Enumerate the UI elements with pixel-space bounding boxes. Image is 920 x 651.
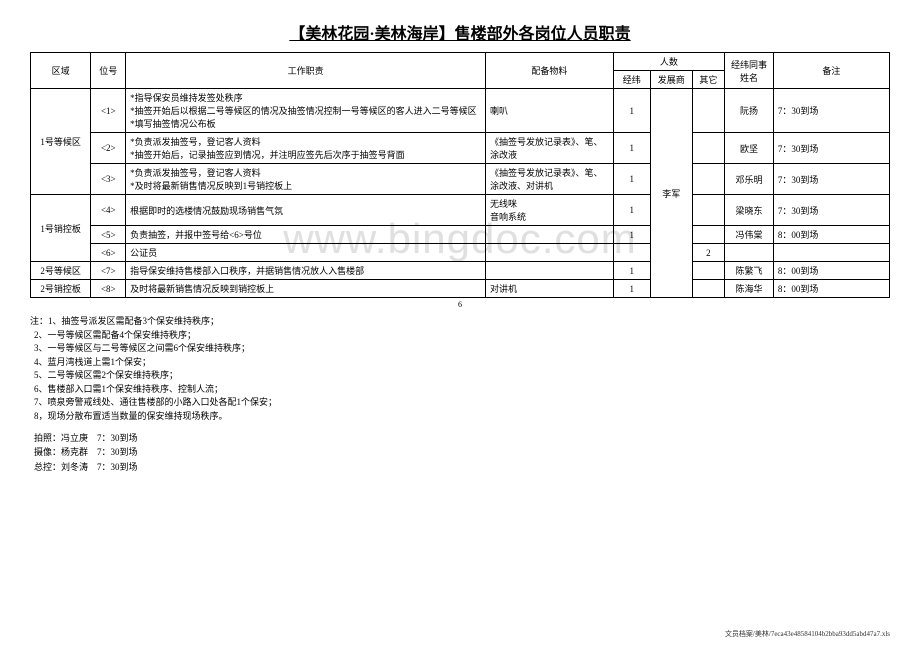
th-pos: 位号 [91, 53, 126, 89]
mat-cell: 《抽签号发放记录表》、笔、涂改液、对讲机 [486, 164, 614, 195]
p1-cell: 1 [613, 164, 650, 195]
assign-line: 拍照：冯立庚 7：30到场 [34, 431, 890, 445]
duty-cell: *指导保安员维持发签处秩序 *抽签开始后以根据二号等候区的情况及抽签情况控制一号… [126, 89, 486, 133]
th-name: 经纬同事姓名 [725, 53, 774, 89]
mat-cell: 喇叭 [486, 89, 614, 133]
name-cell: 欧坚 [725, 133, 774, 164]
notes-block: 注：1、抽签号派发区需配备3个保安维持秩序； 2、一号等候区需配备4个保安维持秩… [30, 315, 890, 423]
name-cell: 陈繁飞 [725, 262, 774, 280]
th-note: 备注 [773, 53, 889, 89]
note-cell: 7：30到场 [773, 133, 889, 164]
p3-cell: 2 [692, 244, 725, 262]
p1-cell: 1 [613, 226, 650, 244]
note-cell: 7：30到场 [773, 195, 889, 226]
mat-cell: 无线咪 音响系统 [486, 195, 614, 226]
p3-cell [692, 280, 725, 298]
p1-cell: 1 [613, 89, 650, 133]
p1-cell: 1 [613, 133, 650, 164]
area-cell: 1号等候区 [31, 89, 91, 195]
mat-cell: 《抽签号发放记录表》、笔、涂改液 [486, 133, 614, 164]
th-p3: 其它 [692, 71, 725, 89]
duty-cell: *负责派发抽签号，登记客人资料 *及时将最新销售情况反映到1号销控板上 [126, 164, 486, 195]
duty-cell: 负责抽签，并报中签号给<6>号位 [126, 226, 486, 244]
note-line: 2、一号等候区需配备4个保安维持秩序； [34, 329, 890, 343]
duty-cell: 根据即时的选楼情况鼓励现场销售气氛 [126, 195, 486, 226]
th-p1: 经纬 [613, 71, 650, 89]
page-title: 【美林花园·美林海岸】售楼部外各岗位人员职责 [30, 20, 890, 44]
mat-cell: 对讲机 [486, 280, 614, 298]
p3-cell [692, 164, 725, 195]
note-line: 1、抽签号派发区需配备3个保安维持秩序； [48, 316, 219, 326]
assign-block: 拍照：冯立庚 7：30到场 摄像：杨克群 7：30到场 总控：刘冬涛 7：30到… [30, 431, 890, 474]
mat-cell [486, 244, 614, 262]
pos-cell: <2> [91, 133, 126, 164]
duty-cell: 指导保安维持售楼部入口秩序，并据销售情况放人入售楼部 [126, 262, 486, 280]
pos-cell: <3> [91, 164, 126, 195]
area-cell: 1号销控板 [31, 195, 91, 262]
th-duty: 工作职责 [126, 53, 486, 89]
area-cell: 2号等候区 [31, 262, 91, 280]
note-line: 5、二号等候区需2个保安维持秩序； [34, 369, 890, 383]
p3-cell [692, 133, 725, 164]
pos-cell: <8> [91, 280, 126, 298]
name-cell: 陈海华 [725, 280, 774, 298]
th-p2: 发展商 [650, 71, 692, 89]
footer-path: 文员档案/美林/7eca43e48584104b2bba93dd5abd47a7… [725, 629, 890, 639]
note-line: 6、售楼部入口需1个保安维持秩序、控制人流； [34, 383, 890, 397]
assign-line: 总控：刘冬涛 7：30到场 [34, 460, 890, 474]
name-cell: 阮扬 [725, 89, 774, 133]
name-cell: 邓乐明 [725, 164, 774, 195]
p1-cell: 1 [613, 280, 650, 298]
mat-cell [486, 262, 614, 280]
p1-cell: 1 [613, 195, 650, 226]
mat-cell [486, 226, 614, 244]
duty-cell: 公证员 [126, 244, 486, 262]
note-cell: 8：00到场 [773, 280, 889, 298]
duty-cell: 及时将最新销售情况反映到销控板上 [126, 280, 486, 298]
pos-cell: <6> [91, 244, 126, 262]
p3-cell [692, 262, 725, 280]
name-cell: 冯伟棠 [725, 226, 774, 244]
note-line: 8，现场分散布置适当数量的保安维持现场秩序。 [34, 410, 890, 424]
pos-cell: <1> [91, 89, 126, 133]
pos-cell: <5> [91, 226, 126, 244]
p3-cell [692, 195, 725, 226]
note-line: 4、蓝月湾栈道上需1个保安； [34, 356, 890, 370]
th-mat: 配备物料 [486, 53, 614, 89]
pos-cell: <7> [91, 262, 126, 280]
page-number: 6 [30, 300, 890, 309]
note-cell: 8：00到场 [773, 262, 889, 280]
th-people: 人数 [613, 53, 724, 71]
name-cell: 梁晓东 [725, 195, 774, 226]
note-cell: 8：00到场 [773, 226, 889, 244]
name-cell [725, 244, 774, 262]
duty-table: 区域 位号 工作职责 配备物料 人数 经纬同事姓名 备注 经纬 发展商 其它 1… [30, 52, 890, 298]
notes-head: 注： [30, 316, 48, 326]
duty-cell: *负责派发抽签号，登记客人资料 *抽签开始后，记录抽签应到情况，并注明应签先后次… [126, 133, 486, 164]
p3-cell [692, 89, 725, 133]
note-cell [773, 244, 889, 262]
p3-cell [692, 226, 725, 244]
note-cell: 7：30到场 [773, 89, 889, 133]
p1-cell [613, 244, 650, 262]
note-line: 3、一号等候区与二号等候区之间需6个保安维持秩序； [34, 342, 890, 356]
th-area: 区域 [31, 53, 91, 89]
p2-cell: 李军 [650, 89, 692, 298]
area-cell: 2号销控板 [31, 280, 91, 298]
note-line: 7、喷泉旁警戒线处、通往售楼部的小路入口处各配1个保安； [34, 396, 890, 410]
note-cell: 7：30到场 [773, 164, 889, 195]
p1-cell: 1 [613, 262, 650, 280]
assign-line: 摄像：杨克群 7：30到场 [34, 445, 890, 459]
pos-cell: <4> [91, 195, 126, 226]
